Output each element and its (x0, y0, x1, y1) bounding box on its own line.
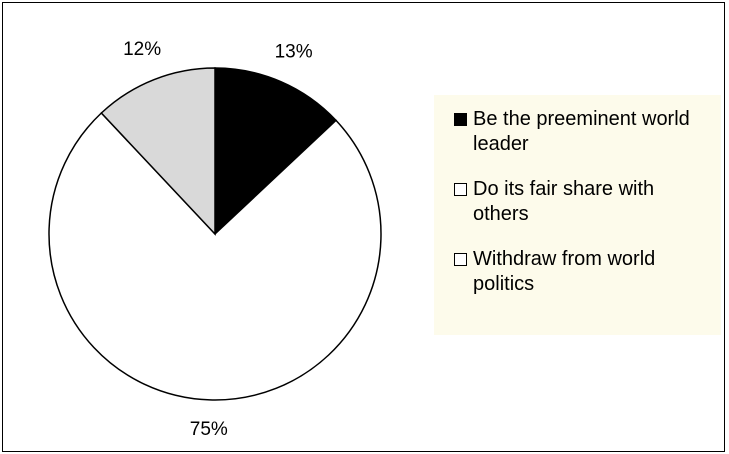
pie-slice-withdraw (100, 67, 216, 236)
legend-label-preeminent: Be the preeminent world leader (473, 108, 690, 155)
slice-label-withdraw: 12% (123, 39, 161, 60)
legend-label-withdraw: Withdraw from world politics (473, 248, 656, 295)
legend-swatch-fair-share (454, 183, 467, 196)
pie-slice-fair-share (48, 111, 382, 401)
legend-swatch-withdraw (454, 253, 467, 266)
slice-label-preeminent: 13% (275, 41, 313, 62)
pie-slice-preeminent (214, 67, 338, 236)
legend-label-fair-share: Do its fair share with others (473, 178, 655, 225)
slice-label-fair-share: 75% (190, 419, 228, 440)
legend-swatch-preeminent (454, 113, 467, 126)
legend-item-fair-share: Do its fair share with others (454, 177, 715, 227)
legend: Be the preeminent world leader Do its fa… (434, 95, 721, 335)
legend-item-withdraw: Withdraw from world politics (454, 247, 715, 297)
legend-item-preeminent: Be the preeminent world leader (454, 107, 715, 157)
